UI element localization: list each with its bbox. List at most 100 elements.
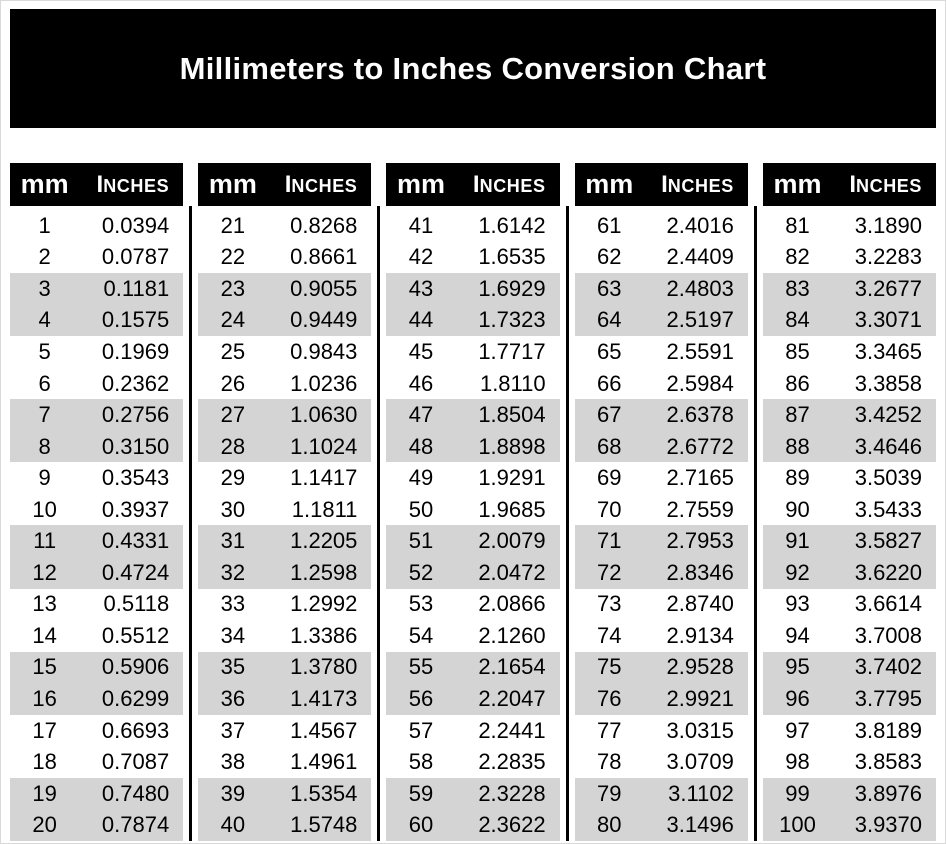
inches-value: 0.9055 bbox=[290, 275, 358, 301]
inches-value: 2.5984 bbox=[666, 370, 734, 396]
header-mm-label: mm bbox=[208, 169, 257, 199]
inches-value: 2.9134 bbox=[666, 622, 734, 648]
table-row: 27 1.0630 bbox=[198, 399, 372, 431]
inches-value: 1.6142 bbox=[478, 212, 546, 238]
table-row: 83 3.2677 bbox=[762, 273, 937, 305]
table-row: 23 0.9055 bbox=[198, 273, 372, 305]
table-row: 41 1.6142 bbox=[386, 210, 559, 242]
inches-value: 2.4803 bbox=[666, 275, 734, 301]
table-row: 85 3.3465 bbox=[763, 336, 936, 368]
mm-value: 91 bbox=[785, 528, 810, 554]
inches-value: 0.4724 bbox=[101, 559, 170, 585]
title-banner: Millimeters to Inches Conversion Chart bbox=[10, 9, 936, 128]
mm-value: 4 bbox=[38, 307, 51, 333]
table-row: 66 2.5984 bbox=[575, 368, 748, 400]
inches-value: 2.7165 bbox=[666, 465, 734, 491]
inches-value: 3.7008 bbox=[854, 622, 923, 648]
header-mm-label: mm bbox=[397, 169, 446, 199]
mm-value: 28 bbox=[220, 433, 246, 459]
mm-value: 99 bbox=[785, 780, 810, 806]
inches-value: 1.4173 bbox=[290, 685, 358, 711]
mm-value: 35 bbox=[220, 654, 246, 680]
header-inches-rest: NCHES bbox=[667, 175, 734, 196]
mm-value: 41 bbox=[408, 212, 434, 238]
inches-value: 0.2362 bbox=[101, 370, 170, 396]
table-row: 9 0.3543 bbox=[10, 462, 183, 494]
inches-value: 3.0709 bbox=[666, 749, 734, 775]
mm-value: 90 bbox=[785, 496, 810, 522]
table-row: 71 2.7953 bbox=[574, 525, 748, 558]
header-inches-initial: I bbox=[849, 170, 856, 198]
table-row: 21 0.8268 bbox=[198, 210, 371, 242]
table-row: 19 0.7480 bbox=[10, 777, 184, 810]
mm-value: 66 bbox=[597, 370, 622, 396]
inches-value: 1.6929 bbox=[478, 275, 546, 301]
table-row: 13 0.5118 bbox=[10, 589, 183, 621]
table-row: 86 3.3858 bbox=[763, 368, 936, 400]
mm-value: 85 bbox=[785, 338, 810, 364]
table-row: 24 0.9449 bbox=[198, 304, 372, 337]
table-body: 81 3.1890 82 3.2283 83 3.2677 84 3.3071 85 3.3465… bbox=[762, 210, 937, 841]
table-row: 12 0.4724 bbox=[10, 557, 184, 589]
mm-value: 38 bbox=[220, 749, 246, 775]
inches-value: 0.1575 bbox=[101, 307, 170, 333]
table-row: 77 3.0315 bbox=[575, 715, 748, 747]
table-row: 20 0.7874 bbox=[10, 809, 184, 841]
mm-value: 78 bbox=[597, 749, 622, 775]
table-row: 62 2.4409 bbox=[575, 242, 748, 274]
header-inches-initial: I bbox=[284, 170, 292, 198]
mm-value: 12 bbox=[32, 559, 57, 585]
table-row: 5 0.1969 bbox=[10, 336, 183, 368]
mm-value: 65 bbox=[597, 338, 622, 364]
mm-value: 76 bbox=[597, 685, 622, 711]
mm-value: 40 bbox=[220, 812, 246, 838]
table-row: 100 3.9370 bbox=[762, 809, 937, 841]
inches-value: 2.1654 bbox=[478, 654, 546, 680]
table-row: 60 2.3622 bbox=[386, 809, 560, 841]
mm-value: 82 bbox=[785, 244, 810, 270]
mm-value: 34 bbox=[220, 622, 246, 648]
inches-value: 2.8740 bbox=[666, 591, 734, 617]
inches-value: 2.4409 bbox=[666, 244, 734, 270]
mm-value: 42 bbox=[408, 244, 434, 270]
header-inches-label: INCHES bbox=[644, 171, 748, 199]
inches-value: 3.6220 bbox=[854, 559, 923, 585]
table-row: 74 2.9134 bbox=[575, 620, 748, 652]
table-row: 65 2.5591 bbox=[575, 336, 748, 368]
table-row: 35 1.3780 bbox=[198, 651, 372, 684]
table-row: 90 3.5433 bbox=[763, 494, 936, 526]
mm-value: 56 bbox=[408, 685, 434, 711]
table-row: 46 1.8110 bbox=[386, 368, 559, 400]
header-inches-label: INCHES bbox=[456, 171, 560, 199]
inches-value: 3.3071 bbox=[854, 307, 923, 333]
table-row: 79 3.1102 bbox=[574, 777, 748, 810]
mm-value: 50 bbox=[408, 496, 434, 522]
table-row: 51 2.0079 bbox=[386, 525, 560, 558]
column-divider bbox=[565, 206, 569, 841]
table-row: 76 2.9921 bbox=[574, 683, 748, 715]
mm-value: 64 bbox=[597, 307, 622, 333]
table-row: 4 0.1575 bbox=[10, 304, 184, 337]
inches-value: 2.3228 bbox=[478, 780, 546, 806]
inches-value: 0.8661 bbox=[290, 244, 358, 270]
inches-value: 0.5906 bbox=[101, 654, 170, 680]
inches-value: 0.2756 bbox=[101, 402, 170, 428]
mm-value: 9 bbox=[38, 465, 51, 491]
mm-value: 44 bbox=[408, 307, 434, 333]
mm-value: 13 bbox=[32, 591, 57, 617]
table-row: 6 0.2362 bbox=[10, 368, 183, 400]
inches-value: 1.2992 bbox=[290, 591, 358, 617]
inches-value: 3.2677 bbox=[854, 275, 923, 301]
inches-value: 0.1969 bbox=[101, 338, 170, 364]
table-row: 1 0.0394 bbox=[10, 210, 183, 242]
table-row: 80 3.1496 bbox=[574, 809, 748, 841]
mm-value: 31 bbox=[220, 528, 246, 554]
table-row: 88 3.4646 bbox=[762, 430, 937, 463]
table-row: 33 1.2992 bbox=[198, 589, 371, 621]
header-inches-label: INCHES bbox=[267, 171, 371, 199]
table-row: 39 1.5354 bbox=[198, 777, 372, 810]
mm-value: 88 bbox=[785, 433, 810, 459]
table-row: 14 0.5512 bbox=[10, 620, 183, 652]
inches-value: 3.9370 bbox=[854, 812, 923, 838]
table-row: 57 2.2441 bbox=[386, 715, 559, 747]
